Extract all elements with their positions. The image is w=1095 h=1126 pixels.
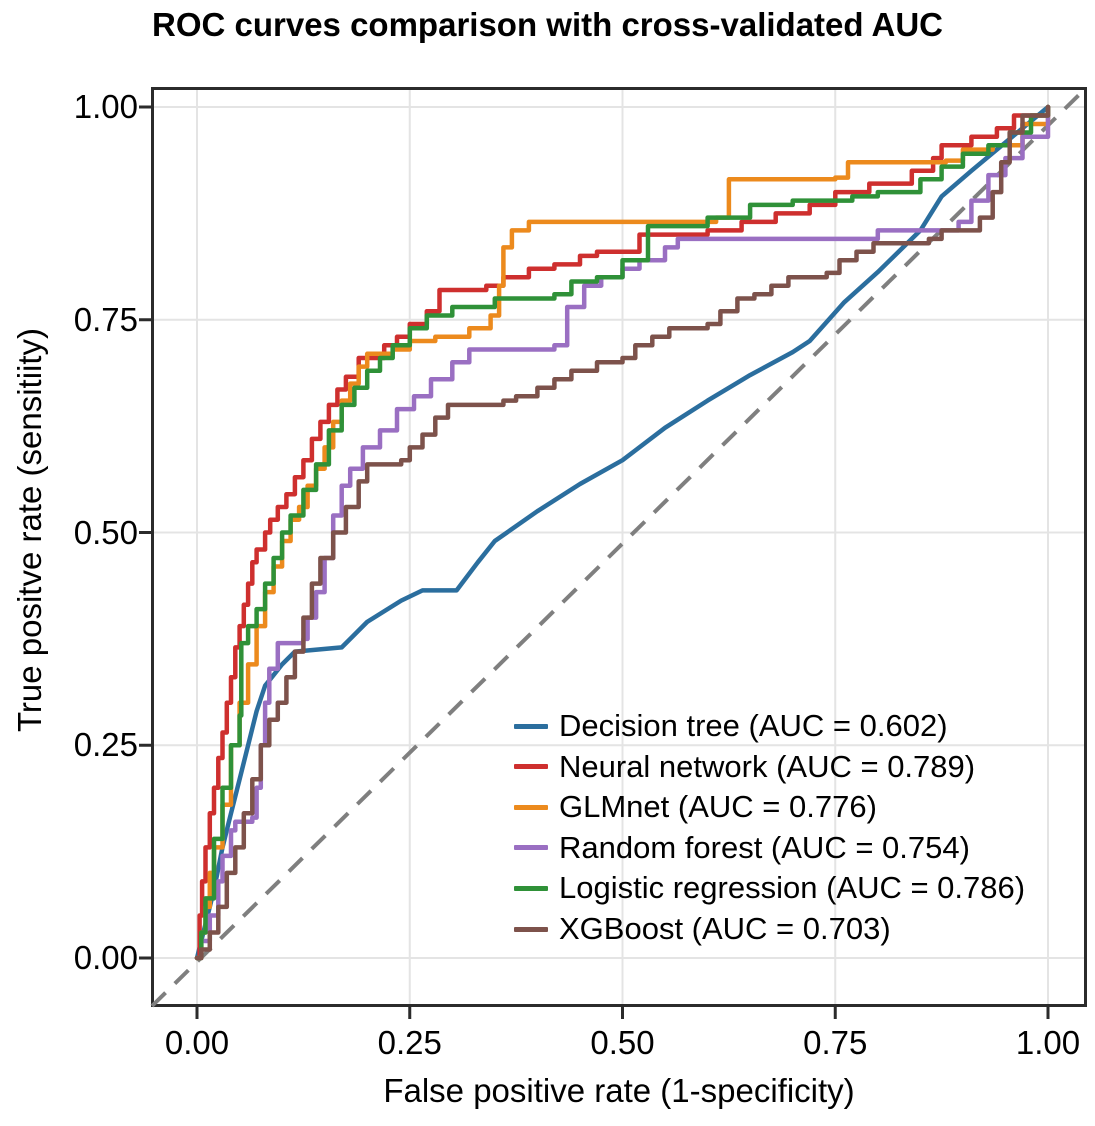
legend-entry-glmnet: GLMnet (AUC = 0.776) [514,787,877,827]
legend-entry-xgboost: XGBoost (AUC = 0.703) [514,909,891,949]
legend-entry-random-forest: Random forest (AUC = 0.754) [514,828,970,868]
legend-key-line-decision-tree [514,723,548,729]
roc-curve-logistic-regression [194,104,1051,961]
legend-key-line-random-forest [514,845,548,851]
axis-tick-marks [139,105,1050,1019]
x-tick-label: 1.00 [1015,1024,1081,1061]
y-axis-title: True positve rate (sensitiity) [11,327,48,733]
legend-label-glmnet: GLMnet (AUC = 0.776) [559,789,877,825]
legend-key-line-logistic-regression [514,885,548,891]
legend-entry-decision-tree: Decision tree (AUC = 0.602) [514,706,948,746]
legend-label-logistic-regression: Logistic regression (AUC = 0.786) [559,870,1026,906]
roc-curve-neural-network [194,104,1051,961]
x-axis-title: False positive rate (1-specificity) [383,1072,855,1109]
legend-label-decision-tree: Decision tree (AUC = 0.602) [559,708,948,743]
y-tick-label: 0.75 [73,300,138,338]
roc-curves [194,104,1051,961]
x-tick-label: 0.75 [803,1024,868,1061]
y-tick-label: 0.25 [73,726,138,764]
legend-label-random-forest: Random forest (AUC = 0.754) [559,829,970,865]
legend-entry-neural-network: Neural network (AUC = 0.789) [514,747,975,787]
roc-curve-xgboost [194,104,1051,961]
legend-key-line-xgboost [514,926,548,932]
x-tick-label: 0.50 [590,1024,655,1061]
x-tick-label: 0.00 [164,1024,230,1061]
gridlines [154,90,1084,1004]
x-tick-label: 0.25 [377,1024,442,1061]
plot-panel-border [151,87,1087,1007]
legend-entry-logistic-regression: Logistic regression (AUC = 0.786) [514,868,1025,908]
y-tick-label: 1.00 [73,88,138,125]
roc-curve-decision-tree [194,104,1051,961]
y-tick-label: 0.00 [73,939,138,976]
chart-title: ROC curves comparison with cross-validat… [152,6,943,43]
y-tick-label: 0.50 [73,513,138,551]
legend-key-line-neural-network [514,764,548,770]
legend-label-xgboost: XGBoost (AUC = 0.703) [559,911,891,946]
legend-label-neural-network: Neural network (AUC = 0.789) [559,748,976,784]
legend-key-line-glmnet [514,804,548,810]
roc-curve-random-forest [194,104,1051,961]
